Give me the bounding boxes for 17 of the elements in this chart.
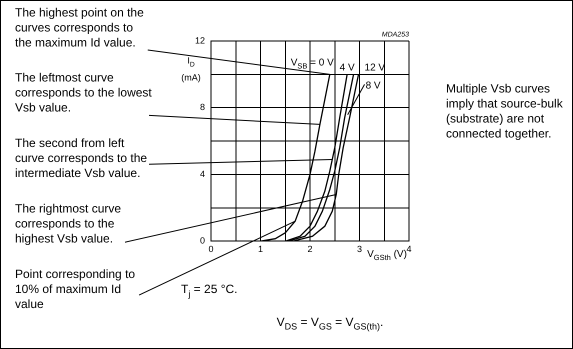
series-label: 8 V — [366, 80, 381, 92]
annotation: The rightmost curve corresponds to the highest Vsb value. — [15, 202, 122, 246]
x-tick-label: 2 — [308, 244, 313, 254]
y-tick-label: 0 — [200, 236, 206, 246]
y-tick-label: 8 — [200, 102, 206, 112]
annotation: The highest point on the curves corresponds to the maximum Id value. — [15, 5, 144, 50]
y-tick-label: 12 — [194, 35, 206, 46]
x-tick-label: 1 — [258, 244, 264, 254]
x-tick-label: 3 — [356, 244, 362, 254]
annotation: The leftmost curve corresponds to the lowest Vsb value. — [15, 70, 152, 115]
x-tick-label: 0 — [208, 244, 214, 254]
series-label: 4 V — [340, 62, 355, 74]
annotation: Point corresponding to 10% of maximum Id value — [15, 266, 136, 311]
annotation: The second from left curve corresponds to the intermediate Vsb value. — [15, 136, 148, 180]
x-tick-label: 4 — [406, 244, 412, 254]
y-tick-label: 4 — [200, 168, 206, 179]
text: Multiple Vsb curves imply that source-bulk (substrate) are not connected together. — [446, 81, 564, 140]
